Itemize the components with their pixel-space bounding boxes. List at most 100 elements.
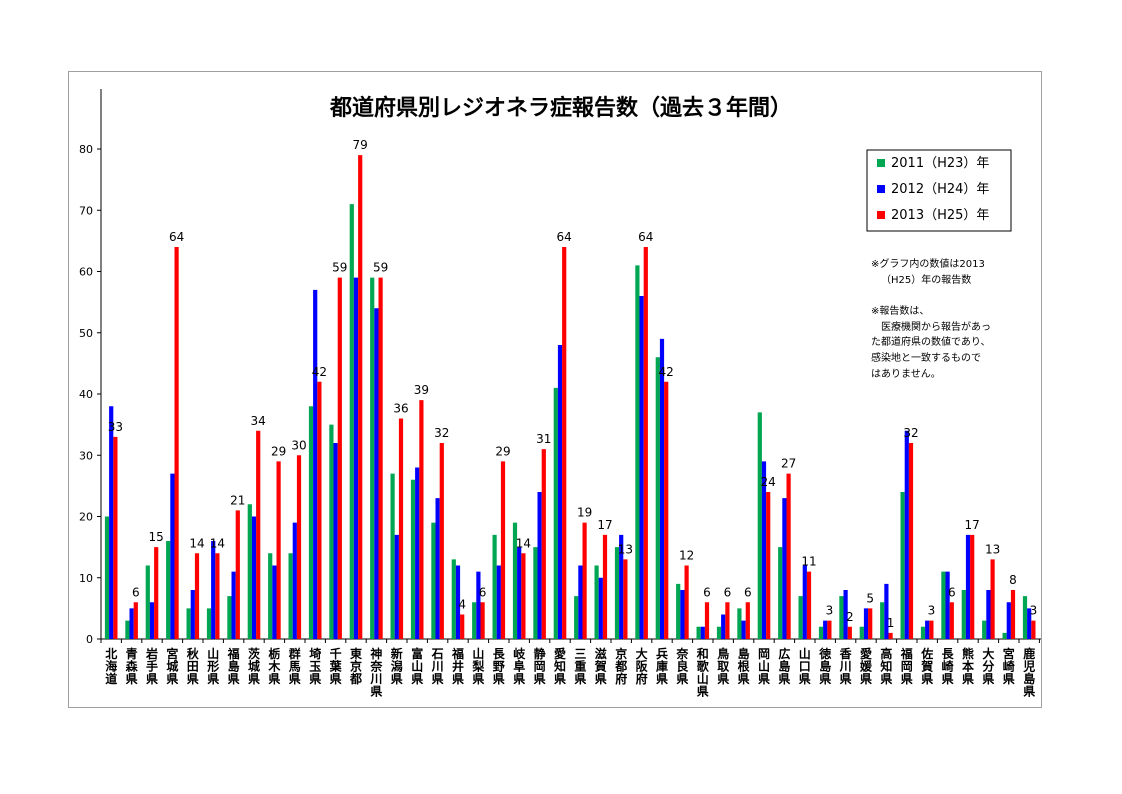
bar xyxy=(843,590,848,639)
x-category-char: 県 xyxy=(513,672,525,686)
data-label: 42 xyxy=(312,365,327,379)
bar xyxy=(725,602,730,639)
bar xyxy=(145,565,150,639)
bar xyxy=(166,541,171,639)
x-category-char: 崎 xyxy=(942,659,954,674)
x-category-char: 木 xyxy=(267,659,281,674)
x-category-label: 青森県 xyxy=(126,646,139,686)
bar xyxy=(517,547,522,639)
x-category-label: 香川県 xyxy=(839,646,852,686)
x-category-char: 県 xyxy=(146,672,158,686)
bar xyxy=(721,614,726,639)
bar xyxy=(500,461,506,639)
bar xyxy=(288,553,293,639)
x-category-char: 取 xyxy=(717,660,729,674)
data-label: 13 xyxy=(985,542,1000,556)
x-category-char: 石 xyxy=(431,647,444,661)
x-category-char: 海 xyxy=(105,659,117,674)
bar xyxy=(333,443,338,639)
bar xyxy=(745,602,750,639)
x-category-char: 井 xyxy=(452,659,464,674)
note-line-2: （H25）年の報告数 xyxy=(881,273,971,286)
data-label: 39 xyxy=(414,383,429,397)
x-category-char: 本 xyxy=(962,659,974,674)
legend: 2011（H23）年 2012（H24）年 2013（H25）年 xyxy=(866,149,1012,232)
x-category-char: 馬 xyxy=(289,660,301,674)
bar xyxy=(696,626,701,639)
bar xyxy=(602,534,608,639)
x-category-char: 口 xyxy=(799,660,811,674)
x-category-char: 知 xyxy=(879,659,892,674)
bar xyxy=(533,547,538,639)
bar xyxy=(247,504,252,639)
bar xyxy=(562,247,567,639)
note-line-5: た都道府県の数値であり、 xyxy=(871,335,991,348)
x-category-label: 宮崎県 xyxy=(1003,646,1015,686)
x-category-char: 県 xyxy=(370,685,382,699)
x-category-char: 県 xyxy=(799,672,811,686)
x-category-char: 県 xyxy=(472,672,484,686)
bar xyxy=(664,381,669,639)
x-category-char: 群 xyxy=(288,646,301,661)
data-label: 21 xyxy=(230,493,245,507)
bar xyxy=(884,583,889,639)
data-label: 3 xyxy=(1030,604,1038,618)
x-category-char: 田 xyxy=(187,660,199,674)
x-category-char: 県 xyxy=(819,672,831,686)
bar xyxy=(190,590,195,639)
bar xyxy=(194,553,200,639)
x-category-char: 三 xyxy=(574,647,586,661)
data-label: 6 xyxy=(132,585,140,599)
x-category-char: 大 xyxy=(982,646,994,661)
bar xyxy=(986,590,991,639)
x-category-char: 県 xyxy=(166,672,178,686)
data-label: 59 xyxy=(332,261,347,275)
x-category-char: 愛 xyxy=(860,646,872,661)
x-category-char: 兵 xyxy=(656,646,668,661)
x-category-char: 滋 xyxy=(595,646,607,661)
x-category-label: 長野県 xyxy=(493,646,506,686)
x-category-char: 川 xyxy=(431,660,444,674)
x-category-char: 県 xyxy=(982,672,994,686)
x-category-char: 県 xyxy=(126,672,138,686)
x-category-char: 鳥 xyxy=(717,646,729,661)
data-label: 14 xyxy=(189,536,204,550)
x-category-char: 佐 xyxy=(920,646,933,661)
bar xyxy=(920,626,926,639)
bar xyxy=(818,626,824,639)
data-label: 17 xyxy=(965,518,980,532)
x-category-char: 良 xyxy=(676,659,688,674)
x-category-char: 高 xyxy=(880,646,892,661)
y-tick-label: 20 xyxy=(79,511,93,524)
data-label: 30 xyxy=(291,438,306,452)
bar xyxy=(961,590,966,639)
data-label: 2 xyxy=(846,610,854,624)
x-category-char: 島 xyxy=(819,659,831,674)
x-category-char: 山 xyxy=(411,659,423,674)
x-category-char: 山 xyxy=(758,659,770,674)
x-category-char: 根 xyxy=(738,659,750,674)
bar xyxy=(827,620,832,639)
bar xyxy=(329,424,334,639)
legend-label: 2013（H25）年 xyxy=(891,208,989,223)
x-category-label: 岩手県 xyxy=(145,646,158,686)
x-category-label: 新潟県 xyxy=(391,646,403,686)
bar xyxy=(431,522,436,639)
x-category-label: 岐阜県 xyxy=(513,646,526,686)
x-category-label: 福岡県 xyxy=(900,646,913,686)
x-category-char: 静 xyxy=(534,646,546,661)
x-category-label: 長崎県 xyxy=(942,646,955,686)
note-line-6: 感染地と一致するもので xyxy=(871,351,981,364)
data-label: 59 xyxy=(373,261,388,275)
bar xyxy=(455,565,461,639)
x-category-char: 賀 xyxy=(920,659,933,674)
bar xyxy=(149,602,155,639)
x-category-char: 歌 xyxy=(697,659,710,674)
data-label: 6 xyxy=(479,585,487,599)
x-category-char: 愛 xyxy=(554,646,566,661)
bar xyxy=(1006,602,1011,639)
x-category-char: 島 xyxy=(1023,671,1035,686)
x-category-label: 福島県 xyxy=(227,646,240,686)
bar xyxy=(704,602,710,639)
chart-frame: 都道府県別レジオネラ症報告数（過去３年間） 0 10 20 30 40 50 60 70 80 … xyxy=(68,71,1042,708)
